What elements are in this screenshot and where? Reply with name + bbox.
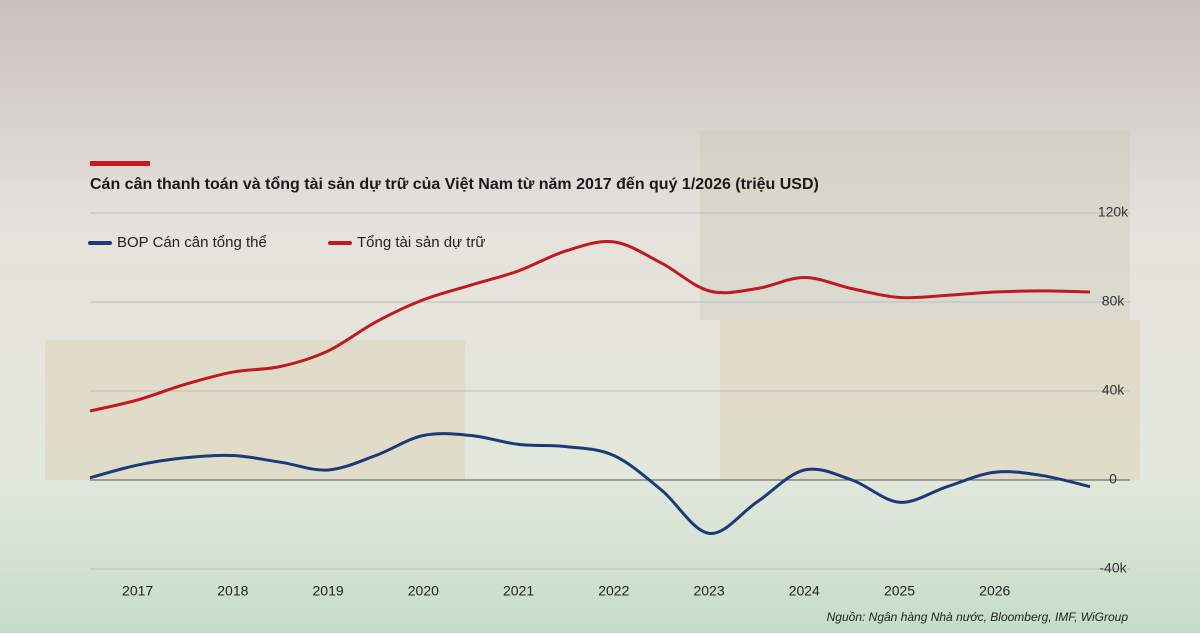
y-tick-label: 0 (1109, 471, 1117, 487)
photo-block (720, 320, 1140, 480)
y-tick-label: 80k (1102, 293, 1126, 309)
x-tick-label: 2022 (598, 583, 629, 599)
y-tick-label: 40k (1102, 382, 1126, 398)
x-tick-label: 2023 (693, 583, 724, 599)
x-tick-label: 2025 (884, 583, 915, 599)
photo-block (700, 130, 1130, 320)
y-tick-label: 120k (1098, 204, 1129, 220)
x-tick-label: 2021 (503, 583, 534, 599)
x-tick-label: 2026 (979, 583, 1010, 599)
y-tick-label: -40k (1099, 560, 1127, 576)
series-line (89, 240, 1091, 413)
lines (89, 240, 1091, 535)
grid: -40k 0 40k 80k 120k 2017 2018 2019 2020 2021 2022 2… (90, 204, 1130, 599)
x-tick-label: 2020 (408, 583, 439, 599)
x-tick-label: 2018 (217, 583, 248, 599)
source: Nguồn: Ngân hàng Nhà nước, Bloomberg, IM… (827, 610, 1129, 624)
legend-label: Tổng tài sản dự trữ (357, 234, 485, 251)
x-tick-label: 2017 (122, 583, 153, 599)
chart-title: Cán cân thanh toán và tổng tài sản dự tr… (90, 175, 819, 193)
x-tick-label: 2019 (313, 583, 344, 599)
legend-label: BOP Cán cân tổng thể (117, 234, 267, 251)
title-accent (90, 161, 150, 166)
series-line (89, 432, 1091, 535)
x-tick-label: 2024 (789, 583, 820, 599)
